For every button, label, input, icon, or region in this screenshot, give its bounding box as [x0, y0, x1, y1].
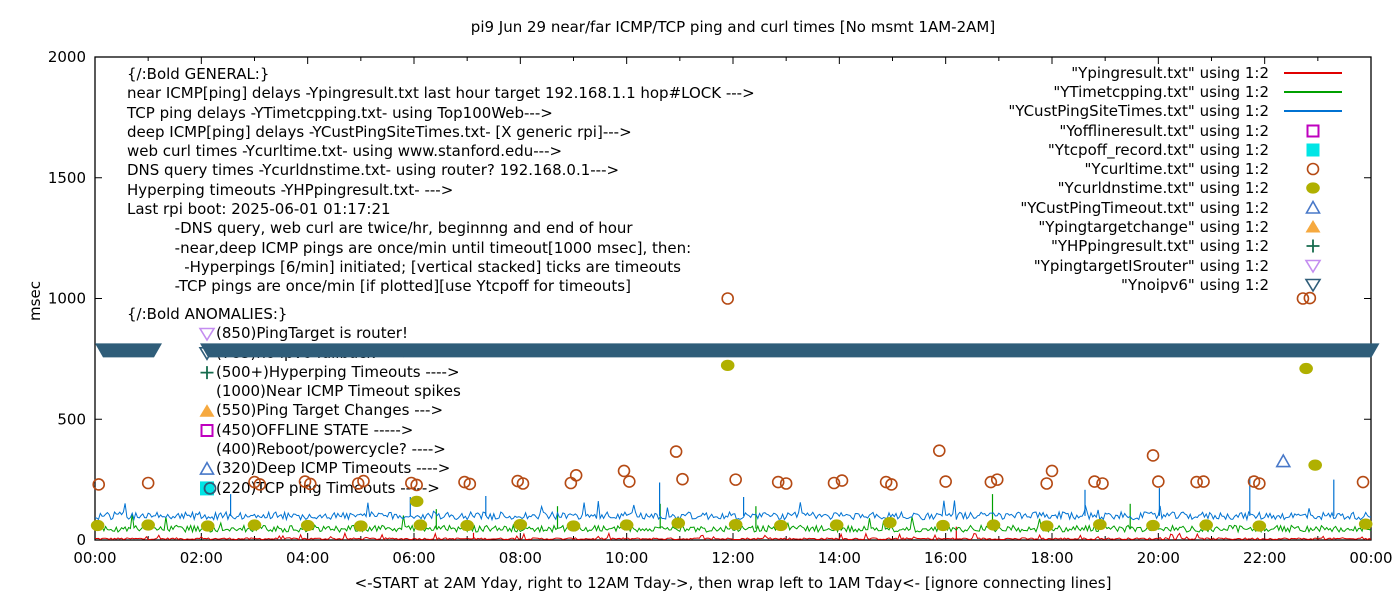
x-tick-label: 08:00	[499, 549, 542, 567]
series-Ypingresult.txt	[95, 526, 1372, 541]
general-note-line: near ICMP[ping] delays -Ypingresult.txt …	[127, 84, 755, 103]
y-tick-label: 1500	[48, 169, 86, 187]
line-legend-icon	[1284, 71, 1342, 74]
x-tick-label: 10:00	[605, 549, 648, 567]
legend-item-label: "YCustPingSiteTimes.txt" using 1:2	[1008, 102, 1269, 121]
legend-item: "Ycurltime.txt" using 1:2	[1008, 159, 1345, 178]
legend-item-label: "YpingtargetISrouter" using 1:2	[1033, 256, 1269, 275]
legend-item: "Ytcpoff_record.txt" using 1:2	[1008, 140, 1345, 159]
general-note-line: web curl times -Ycurltime.txt- using www…	[127, 142, 563, 161]
legend-item-label: "Ycurltime.txt" using 1:2	[1084, 160, 1269, 179]
chart-title: pi9 Jun 29 near/far ICMP/TCP ping and cu…	[470, 18, 996, 36]
legend: "Ypingresult.txt" using 1:2 "YTimetcpping…	[1008, 63, 1345, 295]
legend-item: "YpingtargetISrouter" using 1:2	[1008, 256, 1345, 275]
general-note-line: Last rpi boot: 2025-06-01 01:17:21	[127, 200, 391, 219]
anomaly-line: (850)PingTarget is router!	[216, 324, 408, 343]
legend-item: "Ypingresult.txt" using 1:2	[1008, 63, 1345, 82]
anomaly-line: (1000)Near ICMP Timeout spikes	[216, 382, 461, 401]
x-tick-label: 04:00	[286, 549, 329, 567]
general-note-line: deep ICMP[ping] delays -YCustPingSiteTim…	[127, 122, 632, 141]
anomaly-line: (785)no ipv6 fallback ---->	[216, 343, 415, 362]
line-legend-icon	[1284, 110, 1342, 113]
legend-item-label: "Ypingresult.txt" using 1:2	[1071, 63, 1269, 82]
anomaly-line: (550)Ping Target Changes --->	[216, 401, 444, 420]
general-notes: {/:Bold GENERAL:} near ICMP[ping] delays …	[127, 65, 755, 297]
x-tick-label: 22:00	[1243, 549, 1286, 567]
legend-item-label: "Ypingtargetchange" using 1:2	[1038, 218, 1269, 237]
y-tick-label: 0	[76, 531, 86, 549]
legend-item: "Ypingtargetchange" using 1:2	[1008, 217, 1345, 236]
legend-item-label: "YTimetcpping.txt" using 1:2	[1053, 82, 1269, 101]
y-tick-label: 500	[57, 410, 86, 428]
plus-legend-icon	[1306, 239, 1320, 253]
legend-item: "Ynoipv6" using 1:2	[1008, 275, 1345, 294]
general-note-line: -TCP pings are once/min [if plotted][use…	[127, 277, 631, 296]
square-filled-legend-icon	[1306, 143, 1320, 157]
series-YTimetcpping.txt	[94, 494, 1372, 534]
legend-item: "YHPpingresult.txt" using 1:2	[1008, 237, 1345, 256]
x-axis-label: <-START at 2AM Yday, right to 12AM Tday-…	[354, 574, 1112, 592]
x-tick-label: 12:00	[711, 549, 754, 567]
line-legend-icon	[1284, 90, 1342, 93]
general-note-line: -DNS query, web curl are twice/hr, begin…	[127, 219, 633, 238]
anomaly-line: (220)TCP ping Timeouts ----->	[216, 478, 440, 497]
x-tick-label: 00:00	[1349, 549, 1392, 567]
anomalies-notes: {/:Bold ANOMALIES:} (850)PingTarget is ro…	[127, 305, 461, 498]
anomaly-line: {/:Bold ANOMALIES:}	[127, 305, 288, 323]
series-YCustPingTimeout.txt	[1275, 453, 1292, 468]
circle-open-legend-icon	[1306, 162, 1320, 176]
legend-item-label: "Ynoipv6" using 1:2	[1121, 275, 1269, 294]
general-note-line: -Hyperpings [6/min] initiated; [vertical…	[127, 257, 681, 276]
x-tick-label: 20:00	[1137, 549, 1180, 567]
legend-item-label: "Yofflineresult.txt" using 1:2	[1059, 121, 1269, 140]
y-tick-label: 1000	[48, 290, 86, 308]
tri-up-open-legend-icon	[1305, 199, 1321, 214]
square-open-legend-icon	[1306, 124, 1320, 138]
legend-item: "Yofflineresult.txt" using 1:2	[1008, 121, 1345, 140]
anomaly-line: (400)Reboot/powercycle? ---->	[216, 440, 446, 459]
circle-filled-legend-icon	[1306, 182, 1320, 195]
x-tick-label: 00:00	[73, 549, 116, 567]
x-tick-label: 06:00	[392, 549, 435, 567]
legend-item: "YCustPingTimeout.txt" using 1:2	[1008, 198, 1345, 217]
general-note-line: DNS query times -Ycurldnstime.txt- using…	[127, 161, 620, 180]
y-axis-label: msec	[26, 281, 44, 321]
legend-item: "YCustPingSiteTimes.txt" using 1:2	[1008, 102, 1345, 121]
tri-up-filled-legend-icon	[1305, 220, 1321, 233]
legend-item: "Ycurldnstime.txt" using 1:2	[1008, 179, 1345, 198]
tri-down-open-legend-icon	[1304, 278, 1322, 293]
x-tick-label: 18:00	[1030, 549, 1073, 567]
general-note-line: Hyperping timeouts -YHPpingresult.txt- -…	[127, 180, 454, 199]
x-tick-label: 14:00	[818, 549, 861, 567]
x-tick-label: 16:00	[924, 549, 967, 567]
anomaly-line: (450)OFFLINE STATE ----->	[216, 420, 414, 439]
y-tick-label: 2000	[48, 48, 86, 66]
general-note-line: TCP ping delays -YTimetcpping.txt- using…	[127, 103, 553, 122]
legend-item-label: "Ytcpoff_record.txt" using 1:2	[1047, 140, 1269, 159]
anomaly-line: (500+)Hyperping Timeouts ---->	[216, 362, 460, 381]
tri-down-open-legend-icon	[1304, 259, 1322, 274]
legend-item-label: "YCustPingTimeout.txt" using 1:2	[1020, 198, 1269, 217]
anomaly-line: (320)Deep ICMP Timeouts ---->	[216, 459, 451, 478]
general-note-line: -near,deep ICMP pings are once/min until…	[127, 238, 692, 257]
legend-item-label: "Ycurldnstime.txt" using 1:2	[1057, 179, 1269, 198]
x-tick-label: 02:00	[180, 549, 223, 567]
legend-item-label: "YHPpingresult.txt" using 1:2	[1050, 237, 1269, 256]
legend-item: "YTimetcpping.txt" using 1:2	[1008, 82, 1345, 101]
general-note-line: {/:Bold GENERAL:}	[127, 65, 270, 83]
